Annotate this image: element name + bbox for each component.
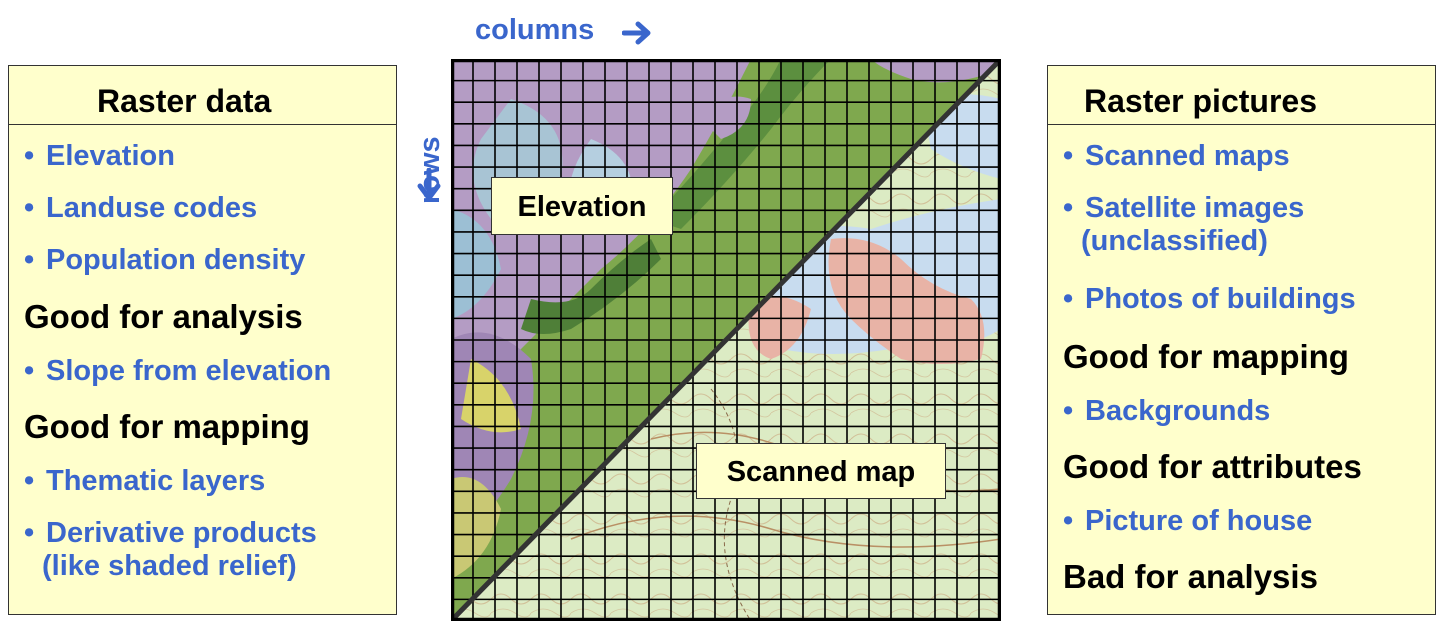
left_panel-item-text: Slope from elevation bbox=[46, 355, 332, 387]
right_panel-item-text: Photos of buildings bbox=[1085, 283, 1356, 315]
bullet-dot: • bbox=[1063, 140, 1074, 172]
left_panel-item-text: Landuse codes bbox=[46, 192, 258, 224]
left_panel-item-text: Elevation bbox=[46, 140, 175, 172]
bullet-dot: • bbox=[1063, 283, 1074, 315]
left_panel-item-text: Population density bbox=[46, 244, 306, 276]
left_panel-item-text: Derivative products bbox=[46, 517, 317, 549]
columns-arrow-icon bbox=[622, 21, 651, 45]
bullet-dot: • bbox=[24, 192, 35, 224]
left_panel-bullet-6: • Thematic layers bbox=[24, 465, 265, 498]
left_panel-bullet-1: • Landuse codes bbox=[24, 192, 257, 225]
left_panel-bullet-7: • Derivative products (like shaded relief) bbox=[24, 517, 317, 583]
right_panel-item-text: Picture of house bbox=[1085, 505, 1313, 537]
bullet-dot: • bbox=[1063, 505, 1074, 537]
raster-pictures-title: Raster pictures bbox=[1048, 66, 1435, 125]
right_panel-item-text: Good for mapping bbox=[1063, 338, 1349, 375]
bullet-dot: • bbox=[24, 355, 35, 387]
right_panel-bullet-4: • Backgrounds bbox=[1063, 395, 1270, 428]
bullet-dot: • bbox=[24, 465, 35, 497]
right_panel-heading-5: Good for attributes bbox=[1063, 448, 1362, 486]
right_panel-heading-7: Bad for analysis bbox=[1063, 558, 1318, 596]
left_panel-heading-3: Good for analysis bbox=[24, 298, 303, 336]
columns-axis-label: columns bbox=[475, 14, 594, 47]
grid-frame bbox=[450, 58, 1002, 622]
left_panel-item-text: Good for analysis bbox=[24, 298, 303, 335]
right_panel-item-continuation: (unclassified) bbox=[1081, 225, 1268, 257]
left_panel-item-text: Good for mapping bbox=[24, 408, 310, 445]
bullet-dot: • bbox=[24, 140, 35, 172]
right_panel-bullet-0: • Scanned maps bbox=[1063, 140, 1290, 173]
raster-pictures-panel: Raster pictures • Scanned maps • Satellite … bbox=[1047, 65, 1436, 615]
scanned-map-label: Scanned map bbox=[696, 443, 946, 499]
left_panel-bullet-2: • Population density bbox=[24, 244, 305, 277]
raster-grid-svg bbox=[449, 57, 1003, 623]
right_panel-bullet-2: • Photos of buildings bbox=[1063, 283, 1356, 316]
left_panel-item-continuation: (like shaded relief) bbox=[42, 550, 297, 582]
right_panel-item-text: Good for attributes bbox=[1063, 448, 1362, 485]
bullet-dot: • bbox=[24, 517, 35, 549]
right_panel-item-text: Satellite images bbox=[1085, 192, 1305, 224]
left_panel-bullet-0: • Elevation bbox=[24, 140, 175, 173]
raster-data-title: Raster data bbox=[9, 66, 396, 125]
bullet-dot: • bbox=[1063, 395, 1074, 427]
right_panel-item-text: Bad for analysis bbox=[1063, 558, 1318, 595]
columns-label-text: columns bbox=[475, 14, 595, 46]
right_panel-heading-3: Good for mapping bbox=[1063, 338, 1349, 376]
right_panel-bullet-1: • Satellite images (unclassified) bbox=[1063, 192, 1304, 258]
right_panel-item-text: Backgrounds bbox=[1085, 395, 1271, 427]
left_panel-item-text: Thematic layers bbox=[46, 465, 266, 497]
rows-arrow-icon bbox=[417, 168, 441, 201]
left_panel-heading-5: Good for mapping bbox=[24, 408, 310, 446]
right_panel-bullet-6: • Picture of house bbox=[1063, 505, 1312, 538]
raster-grid-illustration: Elevation Scanned map bbox=[449, 57, 1003, 623]
right_panel-item-text: Scanned maps bbox=[1085, 140, 1290, 172]
bullet-dot: • bbox=[1063, 192, 1074, 224]
elevation-label: Elevation bbox=[491, 177, 673, 235]
left_panel-bullet-4: • Slope from elevation bbox=[24, 355, 331, 388]
raster-data-panel: Raster data • Elevation • Landuse codes • Pop… bbox=[8, 65, 397, 615]
bullet-dot: • bbox=[24, 244, 35, 276]
diagonal-divider bbox=[449, 57, 1003, 623]
